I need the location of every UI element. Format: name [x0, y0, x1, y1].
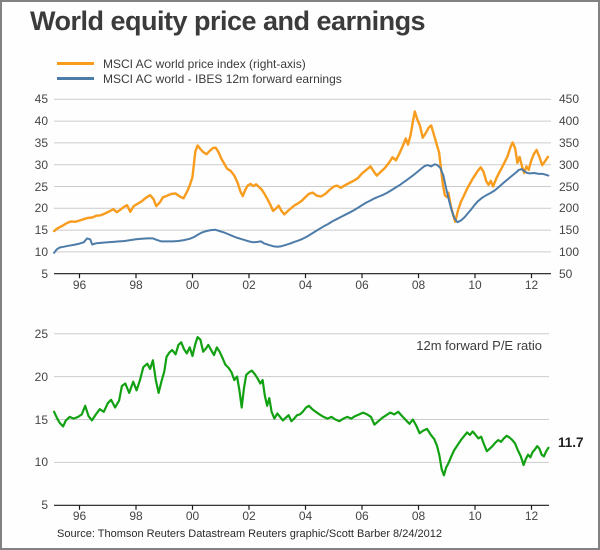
- x-axis-tick-label: 06: [355, 509, 369, 523]
- x-axis-tick-label: 96: [72, 509, 87, 523]
- y-axis-tick-label-left: 5: [41, 498, 48, 513]
- y-axis-tick-label-left: 20: [34, 201, 48, 216]
- page-title: World equity price and earnings: [30, 6, 426, 36]
- x-axis-tick-label: 10: [468, 509, 482, 523]
- legend-label-price: MSCI AC world price index (right-axis): [103, 56, 306, 71]
- y-axis-tick-label-right: 200: [559, 201, 580, 216]
- y-axis-tick-label-left: 10: [34, 455, 48, 470]
- series-price-index: [52, 110, 550, 233]
- x-axis-tick-label: 98: [129, 278, 143, 292]
- y-axis-tick-label-left: 10: [34, 244, 48, 259]
- y-axis-tick-label-right: 400: [559, 114, 580, 129]
- y-axis-tick-label-left: 20: [34, 369, 48, 384]
- y-axis-tick-label-left: 5: [41, 266, 48, 281]
- source-credit: Source: Thomson Reuters Datastream Reute…: [57, 528, 442, 540]
- x-axis-tick-label: 98: [129, 509, 143, 523]
- y-axis-tick-label-left: 15: [34, 412, 48, 427]
- pe-end-value-label: 11.7: [558, 435, 584, 450]
- x-axis-tick-label: 00: [185, 509, 200, 523]
- y-axis-tick-label-right: 50: [559, 266, 573, 281]
- x-axis-tick-label: 08: [411, 509, 426, 523]
- legend-item-earnings: MSCI AC world - IBES 12m forward earning…: [57, 71, 342, 86]
- series-pe-ratio: [52, 336, 550, 477]
- x-axis-tick-label: 12: [524, 509, 539, 523]
- series-forward-earnings: [53, 163, 550, 254]
- y-axis-tick-label-left: 40: [34, 114, 48, 129]
- y-axis-tick-label-right: 150: [559, 223, 580, 238]
- y-axis-tick-label-right: 300: [559, 157, 580, 172]
- price-line-swatch-icon: [57, 62, 94, 65]
- x-axis-tick-label: 00: [185, 278, 200, 292]
- legend-label-earnings: MSCI AC world - IBES 12m forward earning…: [103, 71, 342, 86]
- x-axis-tick-label: 06: [355, 278, 369, 292]
- x-axis-tick-label: 12: [524, 278, 539, 292]
- x-axis-tick-label: 02: [242, 278, 256, 292]
- y-axis-tick-label-right: 250: [559, 179, 580, 194]
- x-axis-tick-label: 04: [298, 278, 313, 292]
- x-axis-tick-label: 08: [411, 278, 426, 292]
- earnings-line-swatch-icon: [57, 77, 94, 80]
- x-axis-tick-label: 04: [298, 509, 313, 523]
- legend: MSCI AC world price index (right-axis) M…: [57, 56, 342, 86]
- y-axis-tick-label-right: 450: [559, 92, 580, 107]
- y-axis-tick-label-right: 100: [559, 244, 580, 259]
- y-axis-tick-label-left: 35: [34, 135, 48, 150]
- legend-item-price: MSCI AC world price index (right-axis): [57, 56, 342, 71]
- y-axis-tick-label-left: 30: [34, 157, 48, 172]
- x-axis-tick-label: 10: [468, 278, 482, 292]
- x-axis-tick-label: 96: [72, 278, 87, 292]
- x-axis-tick-label: 02: [242, 509, 256, 523]
- y-axis-tick-label-left: 25: [34, 326, 48, 341]
- y-axis-tick-label-left: 15: [34, 223, 48, 238]
- pe-ratio-annotation: 12m forward P/E ratio: [416, 338, 542, 353]
- y-axis-tick-label-left: 25: [34, 179, 48, 194]
- y-axis-tick-label-right: 350: [559, 135, 580, 150]
- y-axis-tick-label-left: 45: [34, 92, 48, 107]
